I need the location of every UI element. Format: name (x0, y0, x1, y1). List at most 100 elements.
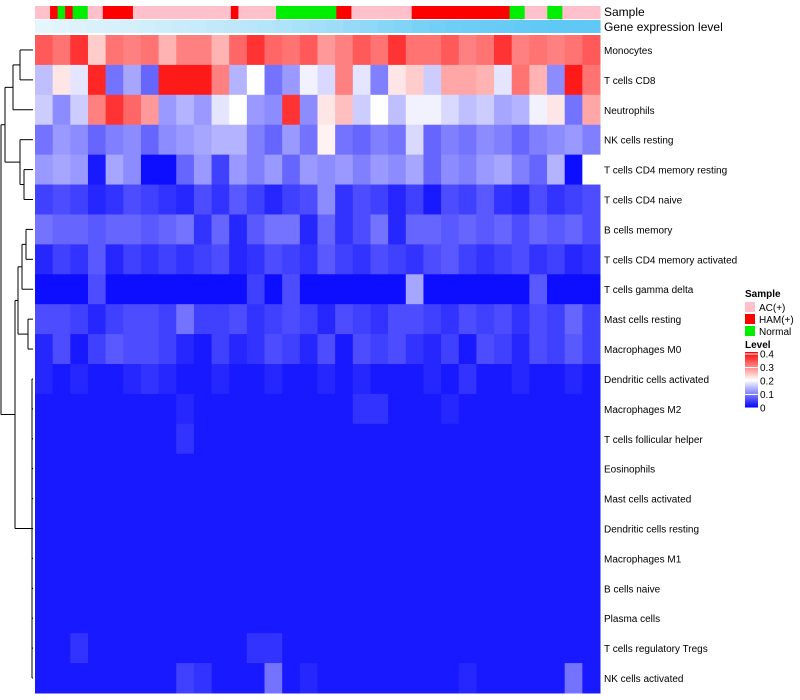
heatmap-cell (405, 483, 424, 515)
heatmap-cell (370, 244, 389, 275)
heatmap-cell (35, 393, 54, 425)
heatmap-cell (529, 214, 548, 245)
heatmap-cell (529, 154, 548, 186)
heatmap-cell (529, 663, 548, 694)
sample-annotation-cell (487, 6, 496, 19)
sample-annotation-cell (95, 6, 104, 19)
heatmap-cell (335, 94, 354, 126)
heatmap-cell (547, 64, 566, 96)
heatmap-cell (352, 94, 371, 126)
heatmap-cell (547, 453, 566, 485)
heatmap-cell (370, 124, 389, 156)
heatmap-cell (105, 94, 124, 126)
heatmap-cell (388, 244, 407, 275)
heatmap-cell (299, 244, 318, 275)
gene-annotation-cell (343, 20, 361, 33)
heatmap-cell (264, 364, 283, 395)
heatmap-cell (388, 334, 407, 365)
heatmap-cell (352, 423, 371, 455)
legend-level-ticks: 0.4 0.3 0.2 0.1 0 (745, 350, 774, 415)
sample-annotation-cell (170, 6, 179, 19)
heatmap-cell (158, 304, 177, 335)
heatmap-cell (335, 244, 354, 275)
heatmap-cell (335, 274, 354, 305)
legend-tick-label: 0.3 (760, 363, 774, 374)
heatmap-cell (87, 334, 107, 365)
heatmap-cell (123, 543, 142, 574)
heatmap-cell (476, 94, 495, 126)
heatmap-cell (193, 35, 213, 66)
heatmap-cell (511, 573, 530, 604)
row-label: Macrophages M0 (604, 345, 682, 356)
gene-annotation-cell (514, 20, 533, 33)
heatmap-cell (70, 423, 89, 455)
heatmap-cell (564, 364, 583, 395)
heatmap-cell (35, 423, 54, 455)
heatmap-cell (105, 64, 124, 96)
heatmap-cell (352, 274, 371, 305)
heatmap-cell (176, 124, 195, 156)
gene-annotation-cell (223, 20, 242, 33)
heatmap-cell (317, 184, 336, 215)
heatmap-cell (405, 603, 424, 634)
heatmap-cell (494, 64, 513, 96)
heatmap-cell (35, 244, 54, 275)
heatmap-cell (70, 244, 89, 275)
heatmap-cell (140, 244, 160, 275)
heatmap-cell (105, 184, 124, 215)
heatmap-cell (176, 513, 195, 544)
heatmap-cell (70, 124, 89, 156)
heatmap-cell (264, 214, 283, 245)
heatmap-cell (193, 154, 213, 186)
heatmap-cell (494, 274, 513, 305)
heatmap-cell (211, 453, 230, 485)
row-label: B cells naive (604, 584, 661, 595)
heatmap-cell (52, 483, 71, 515)
heatmap-cell (458, 244, 477, 275)
legend-tick-label: 0.4 (760, 350, 774, 361)
heatmap-cell (352, 364, 371, 395)
heatmap-cell (246, 603, 266, 634)
gene-annotation-cell (103, 20, 122, 33)
heatmap-cell (370, 663, 389, 694)
heatmap-cell (264, 423, 283, 455)
heatmap-cell (423, 423, 442, 455)
sample-annotation-cell (313, 6, 322, 19)
heatmap-cell (211, 513, 230, 544)
heatmap-cell (176, 94, 195, 126)
heatmap-cell (564, 513, 583, 544)
heatmap-cell (441, 274, 460, 305)
heatmap-cell (105, 244, 124, 275)
heatmap-cell (123, 603, 142, 634)
heatmap-cell (405, 663, 424, 694)
heatmap-cell (193, 94, 213, 126)
sample-annotation-cell (185, 6, 194, 19)
sample-annotation-cell (434, 6, 443, 19)
heatmap-cell (158, 244, 177, 275)
heatmap-cell (476, 184, 495, 215)
heatmap-cell (547, 94, 566, 126)
heatmap-cell (211, 274, 230, 305)
heatmap-cell (105, 364, 124, 395)
row-label: T cells gamma delta (604, 285, 694, 296)
heatmap-cell (176, 633, 195, 664)
heatmap-cell (582, 334, 601, 365)
heatmap-cell (370, 543, 389, 574)
heatmap-cell (229, 184, 248, 215)
heatmap-cell (547, 393, 566, 425)
heatmap-cell (423, 334, 442, 365)
sample-annotation-cell (140, 6, 149, 19)
heatmap-cell (335, 214, 354, 245)
heatmap-cell (87, 124, 107, 156)
heatmap-cell (423, 453, 442, 485)
heatmap-cell (511, 393, 530, 425)
heatmap-cell (52, 94, 71, 126)
heatmap-cell (317, 663, 336, 694)
row-label: Mast cells activated (604, 495, 691, 506)
heatmap-cell (193, 543, 213, 574)
heatmap-cell (123, 393, 142, 425)
heatmap-cell (70, 633, 89, 664)
heatmap-cell (388, 94, 407, 126)
heatmap-cell (299, 304, 318, 335)
heatmap-cell (105, 423, 124, 455)
